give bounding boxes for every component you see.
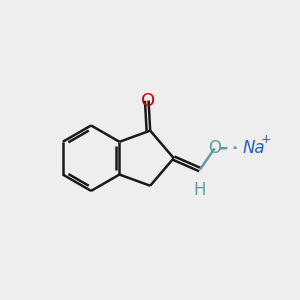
Text: H: H: [194, 181, 206, 199]
Text: O: O: [142, 92, 156, 110]
Text: +: +: [260, 133, 271, 146]
Text: Na: Na: [242, 139, 265, 157]
Text: O: O: [208, 140, 221, 158]
